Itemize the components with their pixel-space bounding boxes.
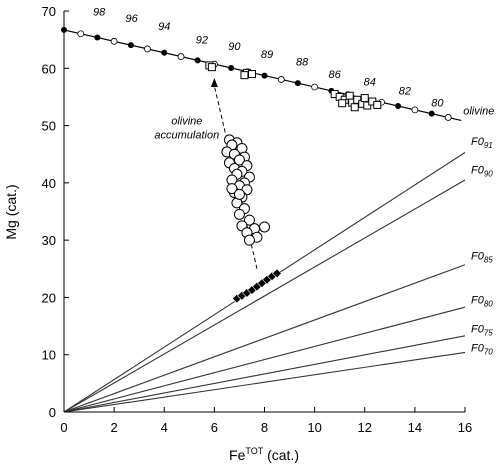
- olivine-fo-label: 92: [196, 35, 208, 47]
- olivine-marker-open: [444, 114, 452, 121]
- accumulation-label: accumulation: [154, 129, 219, 141]
- fo-line-label: F080: [471, 294, 493, 308]
- x-tick-label: 4: [161, 420, 168, 435]
- olivine-marker-filled: [161, 49, 168, 56]
- y-tick-label: 0: [49, 405, 56, 420]
- x-axis-label: FeTOT (cat.): [229, 446, 299, 463]
- olivine-marker-open: [110, 37, 118, 45]
- fo-line-label: F070: [471, 343, 493, 357]
- open-circle-point: [226, 183, 238, 195]
- fo-line-label: F085: [471, 250, 493, 264]
- fo-line: [63, 335, 466, 413]
- x-tick-label: 16: [458, 420, 472, 435]
- olivine-fo-label: 80: [431, 98, 444, 110]
- open-square-point: [338, 99, 347, 108]
- x-tick-label: 0: [60, 420, 67, 435]
- olivine-fo-label: 84: [364, 76, 376, 88]
- olivine-fo-label: 86: [329, 69, 342, 81]
- olivine-marker-filled: [127, 42, 134, 49]
- y-tick-label: 70: [42, 4, 56, 19]
- olivine-fo-label: 98: [93, 7, 106, 19]
- accumulation-label: olivine: [171, 115, 202, 127]
- open-square-point: [207, 63, 216, 72]
- open-square-point: [363, 101, 372, 110]
- open-square-point: [350, 103, 359, 112]
- open-square-point: [240, 71, 249, 80]
- olivine-marker-filled: [395, 103, 402, 110]
- fo-line: [63, 264, 466, 413]
- x-tick-label: 6: [211, 420, 218, 435]
- olivine-marker-open: [77, 30, 85, 38]
- y-tick-label: 40: [42, 176, 56, 191]
- olivine-fo-label: 89: [261, 49, 273, 61]
- y-tick-label: 20: [42, 290, 56, 305]
- axis-labels: FeTOT (cat.) Mg (cat.): [3, 184, 299, 463]
- x-tick-label: 10: [307, 420, 321, 435]
- y-tick-label: 30: [42, 233, 56, 248]
- olivine-line-group: 98 96 94 92 90 89 88 86 84 82 80 olivine: [61, 7, 494, 122]
- open-circle-point: [233, 188, 245, 200]
- olivine-fo-label: 96: [126, 13, 139, 25]
- open-circle-point: [243, 214, 255, 226]
- open-circle-point: [233, 208, 245, 220]
- olivine-marker-open: [277, 76, 285, 83]
- olivine-fo-label: 90: [228, 41, 241, 53]
- olivine-fo-label: 88: [296, 56, 309, 68]
- axis-ticks: 0 2 4 6 8 10 12 14 16 0 10 20 30 40 50 60 70: [42, 4, 473, 435]
- open-circle-point: [243, 234, 255, 246]
- olivine-marker-open: [311, 83, 319, 91]
- y-tick-label: 50: [42, 119, 56, 134]
- olivine-marker-filled: [194, 57, 201, 64]
- open-square-point: [373, 100, 382, 109]
- open-circle-point: [259, 221, 270, 233]
- olivine-marker-open: [177, 53, 185, 60]
- olivine-marker-open: [411, 106, 419, 114]
- olivine-marker-filled: [294, 80, 301, 87]
- x-tick-label: 12: [358, 420, 372, 435]
- open-square-point: [247, 70, 256, 79]
- olivine-marker-filled: [94, 34, 101, 41]
- olivine-fo-label: 94: [158, 21, 170, 33]
- y-tick-label: 10: [42, 348, 56, 363]
- open-circle-point: [233, 154, 245, 166]
- fo-line-label: F075: [471, 324, 493, 338]
- fo-line: [63, 306, 466, 413]
- olivine-marker-open: [144, 45, 151, 53]
- axes: [63, 11, 465, 413]
- y-tick-label: 60: [42, 61, 56, 76]
- olivine-line-label: olivine: [463, 105, 494, 117]
- x-tick-label: 14: [408, 420, 422, 435]
- accumulation-arrowhead: [210, 78, 218, 88]
- fo-line-label: F091: [471, 136, 493, 150]
- olivine-fo-label: 82: [399, 86, 411, 98]
- x-tick-label: 8: [261, 420, 268, 435]
- fo-line-label: F090: [471, 164, 493, 178]
- data-points: [205, 61, 382, 304]
- olivine-marker-filled: [428, 110, 435, 117]
- olivine-marker-filled: [228, 64, 235, 71]
- x-tick-label: 2: [111, 420, 118, 435]
- fo-line: [63, 351, 466, 413]
- y-axis-label: Mg (cat.): [3, 184, 19, 239]
- open-square-point: [345, 91, 354, 100]
- fo-line: [63, 179, 466, 413]
- olivine-marker-filled: [261, 72, 268, 79]
- filled-diamond-point: [272, 268, 282, 279]
- open-square-point: [360, 94, 369, 103]
